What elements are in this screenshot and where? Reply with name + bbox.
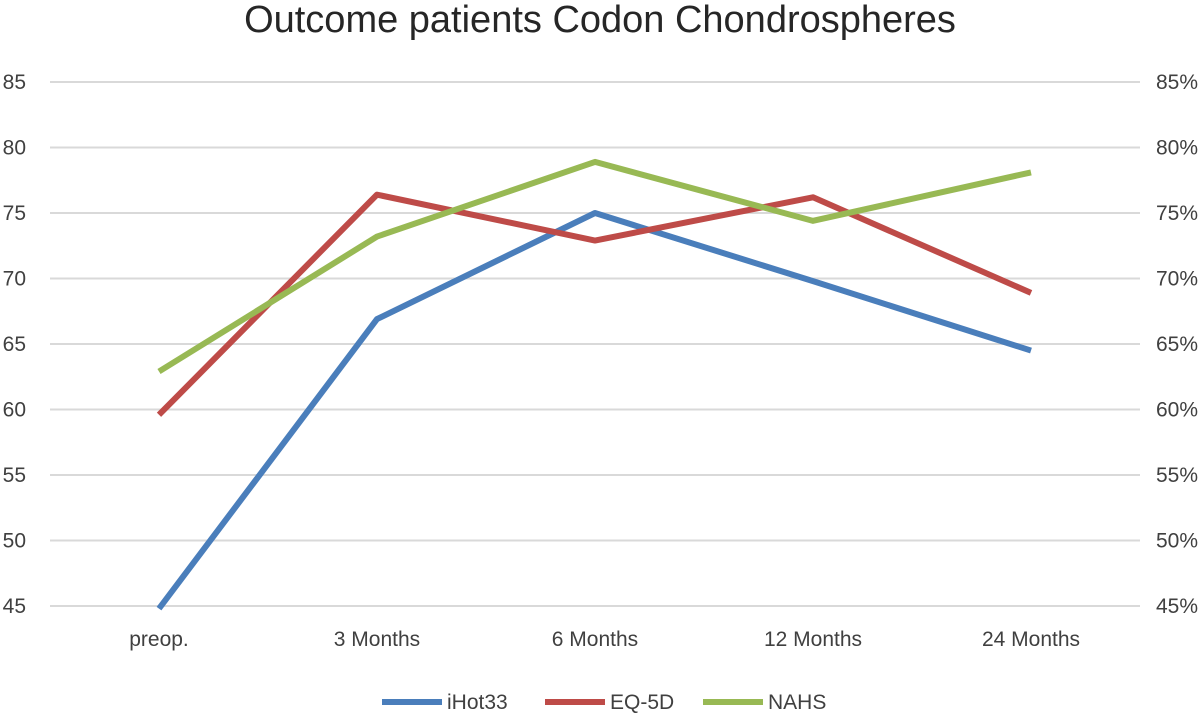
y-tick-label-right: 55%	[1156, 464, 1198, 487]
y-tick-label-left: 60	[3, 399, 26, 422]
series-line-nahs	[157, 158, 1032, 375]
y-tick-label-left: 85	[3, 71, 26, 94]
legend-label: iHot33	[447, 691, 508, 714]
y-tick-label-left: 45	[3, 595, 26, 618]
y-tick-label-left: 55	[3, 464, 26, 487]
y-tick-label-right: 75%	[1156, 202, 1198, 225]
x-tick-label: 12 Months	[764, 628, 862, 651]
y-tick-label-right: 60%	[1156, 399, 1198, 422]
chart-title: Outcome patients Codon Chondrospheres	[244, 0, 956, 41]
x-axis: preop. 3 Months 6 Months 12 Months 24 Months	[129, 628, 1080, 651]
x-tick-label: 24 Months	[982, 628, 1080, 651]
y-tick-label-right: 70%	[1156, 268, 1198, 291]
y-tick-label-right: 80%	[1156, 137, 1198, 160]
series-lines	[156, 158, 1033, 611]
legend-label: EQ-5D	[610, 691, 674, 714]
x-tick-label: 6 Months	[552, 628, 638, 651]
y-tick-label-left: 75	[3, 202, 26, 225]
y-tick-label-left: 70	[3, 268, 26, 291]
y-tick-label-left: 65	[3, 333, 26, 356]
x-tick-label: preop.	[129, 628, 189, 651]
series-line-eq-5d	[156, 191, 1033, 417]
y-tick-label-right: 85%	[1156, 71, 1198, 94]
y-tick-label-left: 80	[3, 137, 26, 160]
legend-label: NAHS	[768, 691, 826, 714]
right-axis: 85% 80% 75% 70% 65% 60% 55% 50% 45%	[1156, 71, 1198, 618]
series-line-ihot33	[156, 210, 1032, 611]
left-axis: 85 80 75 70 65 60 55 50 45	[3, 71, 26, 618]
y-tick-label-right: 45%	[1156, 595, 1198, 618]
y-tick-label-left: 50	[3, 530, 26, 553]
y-tick-label-right: 50%	[1156, 530, 1198, 553]
legend: iHot33 EQ-5D NAHS	[382, 691, 826, 714]
x-tick-label: 3 Months	[334, 628, 420, 651]
y-tick-label-right: 65%	[1156, 333, 1198, 356]
